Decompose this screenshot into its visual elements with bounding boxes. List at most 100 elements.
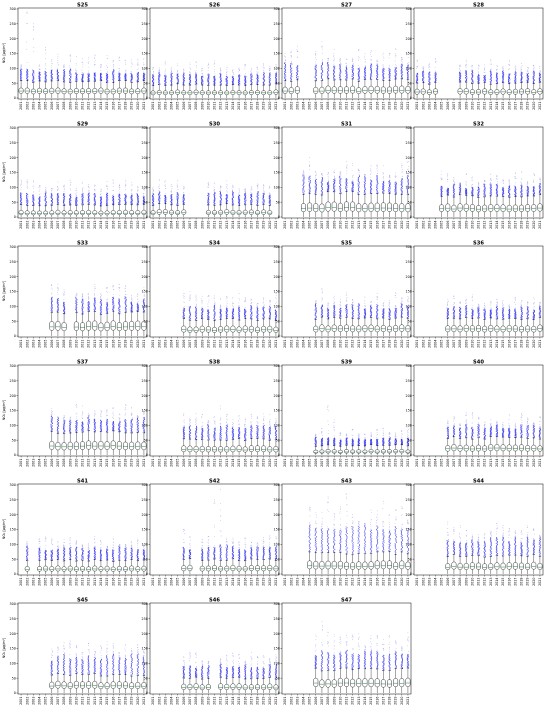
x-tick-label: 2007	[56, 102, 60, 110]
x-tick-label: 2002	[157, 102, 161, 110]
outlier-point	[119, 72, 120, 73]
year-box-2011	[80, 58, 84, 98]
outlier-point	[107, 58, 108, 59]
outlier-point	[33, 73, 34, 74]
outlier-point	[153, 67, 154, 68]
outlier-point	[89, 74, 90, 75]
outlier-point	[203, 83, 204, 84]
outlier-point	[177, 63, 178, 64]
outlier-points	[124, 60, 126, 81]
outlier-point	[82, 67, 83, 68]
outlier-points	[57, 54, 59, 81]
outlier-point	[114, 72, 115, 73]
outlier-point	[94, 62, 95, 63]
outlier-point	[52, 69, 53, 70]
year-box-2010	[74, 56, 78, 98]
outlier-point	[51, 67, 52, 68]
outlier-points	[201, 68, 203, 86]
outlier-point	[159, 77, 160, 78]
outlier-point	[113, 80, 114, 81]
iqr-box	[19, 88, 23, 94]
outlier-point	[33, 23, 34, 24]
year-box-2002	[157, 67, 161, 98]
year-box-2001	[19, 64, 23, 98]
outlier-point	[166, 76, 167, 77]
x-tick-label: 2014	[231, 102, 235, 110]
outlier-point	[113, 73, 114, 74]
outlier-point	[183, 71, 184, 72]
y-tick-label: 0	[146, 96, 148, 100]
year-box-2007	[188, 63, 192, 98]
y-tick-label: 250	[142, 22, 148, 26]
outlier-point	[195, 77, 196, 78]
outlier-point	[159, 83, 160, 84]
outlier-point	[189, 74, 190, 75]
outlier-points	[75, 56, 77, 82]
iqr-box	[142, 88, 146, 94]
outlier-point	[214, 60, 215, 61]
outlier-point	[70, 79, 71, 80]
year-box-2008	[62, 64, 66, 98]
outlier-point	[26, 71, 27, 72]
outlier-point	[26, 23, 27, 24]
outlier-point	[171, 81, 172, 82]
outlier-point	[45, 63, 46, 64]
outlier-point	[82, 58, 83, 59]
y-tick-label: 0	[14, 96, 16, 100]
outlier-point	[88, 73, 89, 74]
outlier-point	[81, 79, 82, 80]
outlier-point	[119, 60, 120, 61]
outlier-point	[171, 74, 172, 75]
outlier-point	[88, 71, 89, 72]
outlier-point	[32, 70, 33, 71]
outlier-point	[101, 74, 102, 75]
x-tick-label: 2015	[105, 102, 109, 110]
outlier-point	[70, 56, 71, 57]
outlier-point	[101, 65, 102, 66]
outlier-point	[138, 60, 139, 61]
x-tick-label: 2007	[188, 102, 192, 110]
x-tick-label: 2008	[194, 102, 198, 110]
year-box-2012	[86, 57, 90, 98]
outlier-point	[21, 77, 22, 78]
outlier-point	[152, 69, 153, 70]
outlier-point	[95, 72, 96, 73]
outlier-point	[118, 77, 119, 78]
outlier-point	[63, 77, 64, 78]
outlier-point	[131, 72, 132, 73]
outlier-point	[132, 63, 133, 64]
outlier-point	[113, 79, 114, 80]
outlier-point	[106, 77, 107, 78]
outlier-point	[33, 81, 34, 82]
outlier-point	[184, 70, 185, 71]
outlier-point	[27, 12, 28, 13]
outlier-point	[26, 72, 27, 73]
outlier-point	[207, 79, 208, 80]
outlier-point	[39, 69, 40, 70]
outlier-point	[45, 73, 46, 74]
outlier-point	[46, 79, 47, 80]
outlier-point	[137, 69, 138, 70]
outlier-point	[51, 59, 52, 60]
outlier-points	[118, 57, 120, 81]
outlier-points	[183, 69, 185, 86]
outlier-point	[27, 69, 28, 70]
iqr-box	[136, 89, 140, 94]
x-tick-label: 2008	[62, 102, 66, 110]
outlier-points	[164, 61, 166, 85]
y-tick-label: 150	[10, 52, 16, 56]
outlier-point	[94, 80, 95, 81]
outlier-point	[70, 54, 71, 55]
outlier-point	[190, 68, 191, 69]
outlier-point	[81, 74, 82, 75]
x-tick-label: 2001	[19, 102, 23, 110]
outlier-points	[69, 54, 71, 83]
outlier-point	[51, 69, 52, 70]
outlier-point	[106, 73, 107, 74]
outlier-point	[28, 79, 29, 80]
outlier-point	[196, 67, 197, 68]
outlier-points	[219, 68, 221, 86]
outlier-point	[63, 72, 64, 73]
outlier-point	[183, 81, 184, 82]
outlier-point	[209, 75, 210, 76]
